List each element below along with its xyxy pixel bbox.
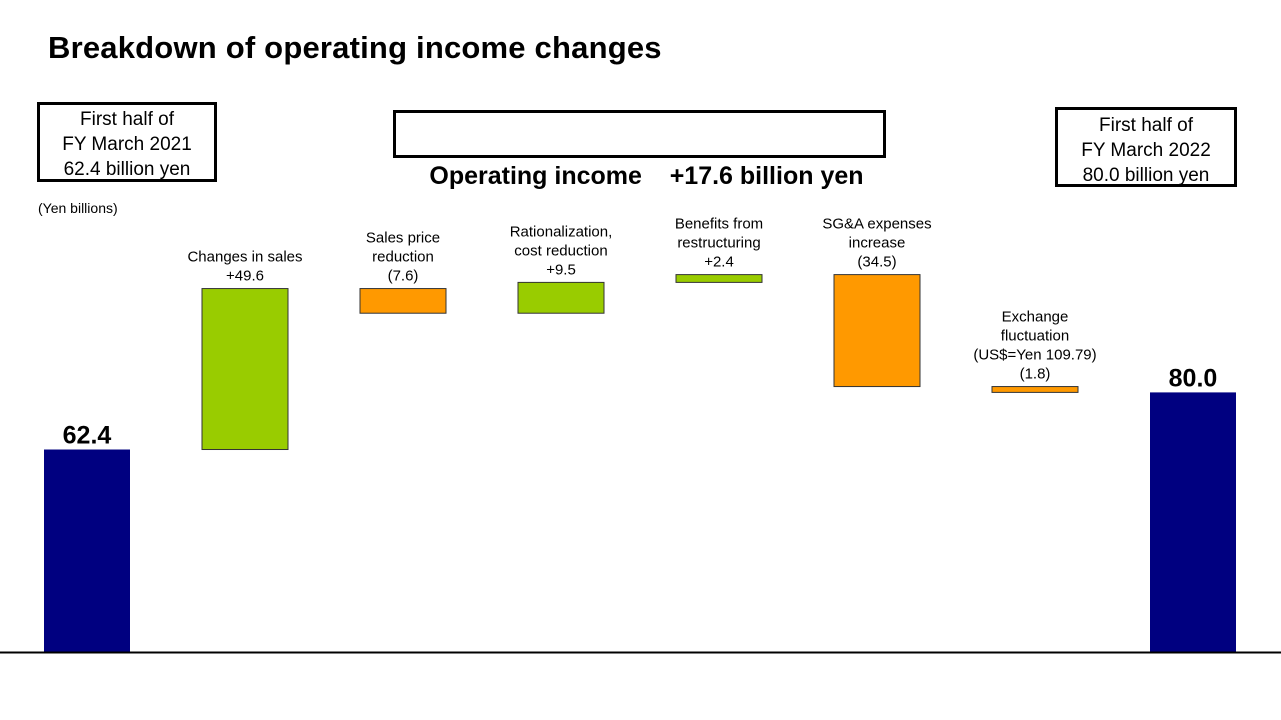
start-period-line2: FY March 2021 [62,134,192,155]
chart-title: Breakdown of operating income changes [48,30,662,65]
start-period-box: First half of FY March 2021 62.4 billion… [37,102,217,182]
step-label-7-line-2: fluctuation [1001,328,1069,345]
start-period-line3: 62.4 billion yen [63,159,191,180]
operating-income-change-text: Operating income +17.6 billion yen [429,162,864,190]
total-value-label-8: 80.0 [1169,364,1218,392]
step-label-3-line-3: (7.6) [388,268,419,285]
step-label-7-line-3: (US$=Yen 109.79) [973,347,1096,364]
waterfall-bar-7 [991,386,1079,393]
step-label-5-line-1: Benefits from [675,216,763,233]
end-period-line2: FY March 2022 [1081,140,1211,161]
step-label-6-line-1: SG&A expenses [822,216,931,233]
waterfall-bar-3 [359,288,447,314]
step-label-3-line-1: Sales price [366,230,440,247]
step-label-4-line-2: cost reduction [514,242,607,259]
waterfall-bar-8 [1150,392,1236,652]
waterfall-bar-5 [675,274,763,283]
total-value-label-1: 62.4 [63,422,112,450]
step-label-6-line-2: increase [849,235,906,252]
step-label-3-line-2: reduction [372,249,434,266]
step-label-2-line-2: +49.6 [226,268,264,285]
step-label-4-line-1: Rationalization, [510,223,613,240]
step-label-5-line-2: restructuring [677,235,760,252]
end-period-line1: First half of [1099,115,1193,136]
step-label-7-line-1: Exchange [1002,309,1069,326]
waterfall-bar-2 [201,288,289,451]
waterfall-bar-1 [44,449,130,652]
unit-label: (Yen billions) [38,200,118,216]
waterfall-bar-4 [517,281,605,314]
step-label-6-line-3: (34.5) [857,254,896,271]
step-label-4-line-3: +9.5 [546,261,576,278]
step-label-2-line-1: Changes in sales [187,249,302,266]
end-period-line3: 80.0 billion yen [1082,165,1210,186]
start-period-line1: First half of [80,109,174,130]
step-label-5-line-3: +2.4 [704,254,734,271]
operating-income-change-box: Operating income +17.6 billion yen [393,110,886,190]
end-period-box: First half of FY March 2022 80.0 billion… [1055,107,1237,187]
waterfall-bar-6 [833,274,921,388]
step-label-7-line-4: (1.8) [1020,366,1051,383]
